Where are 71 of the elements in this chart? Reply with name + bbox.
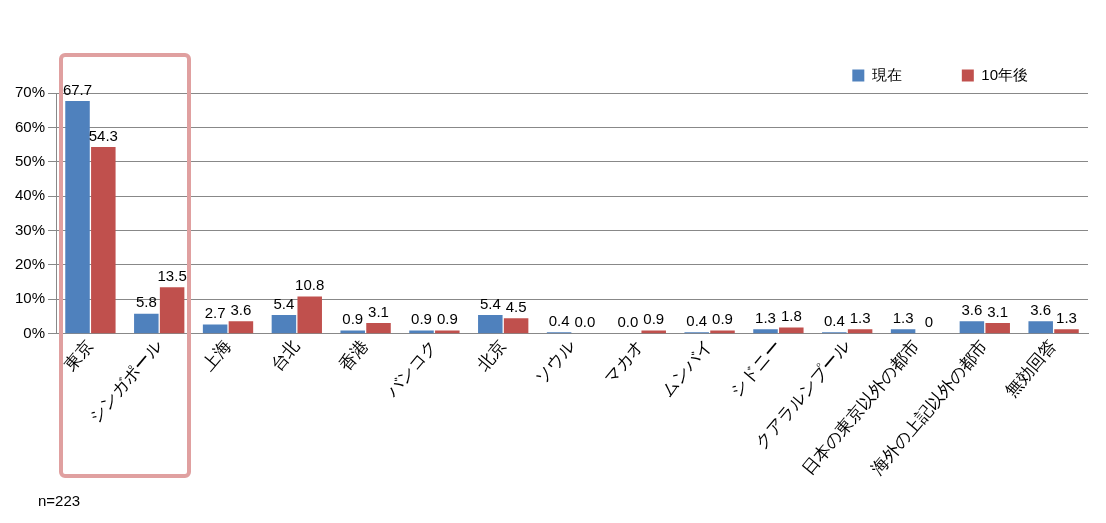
y-tick-label: 0% xyxy=(23,323,46,341)
legend-label: 現在 xyxy=(871,65,902,83)
data-label: 0.9 xyxy=(411,310,432,328)
data-label: 5.8 xyxy=(135,293,157,311)
text: n=223 xyxy=(38,491,81,509)
x-tick-label: 無効回答 xyxy=(1001,336,1061,401)
data-label: 3.1 xyxy=(987,302,1009,320)
y-tick-label: 70% xyxy=(14,83,46,101)
bar xyxy=(890,329,916,334)
data-label: 67.7 xyxy=(62,80,93,98)
x-tick-label: 香港 xyxy=(335,336,373,375)
data-label: 0.0 xyxy=(617,313,639,331)
bar xyxy=(366,323,391,334)
x-tick-label: 北京 xyxy=(473,336,510,375)
bar xyxy=(65,100,90,334)
bar xyxy=(847,329,873,334)
data-label: 0.9 xyxy=(712,310,733,328)
bar xyxy=(753,329,778,334)
bar xyxy=(1028,321,1053,334)
bar xyxy=(779,327,804,334)
y-tick-label: 10% xyxy=(14,289,46,307)
data-label: 3.6 xyxy=(230,300,252,318)
x-tick-label: 東京 xyxy=(60,336,98,375)
y-tick-label: 20% xyxy=(14,255,46,273)
x-tick-label: シドニー xyxy=(726,336,786,401)
bar xyxy=(202,324,228,334)
x-tick-label: ムンバイ xyxy=(658,336,717,401)
data-label: 3.1 xyxy=(368,302,389,320)
bar xyxy=(271,315,297,334)
data-label: 1.3 xyxy=(1056,308,1077,326)
data-label: 4.5 xyxy=(505,297,527,315)
bar xyxy=(159,287,185,334)
bar xyxy=(959,321,985,334)
data-label: 0.4 xyxy=(823,311,845,329)
bar xyxy=(91,146,116,334)
legend-label: 10年後 xyxy=(981,65,1028,83)
data-label: 0.9 xyxy=(643,310,665,328)
bar xyxy=(985,323,1010,334)
y-tick-label: 30% xyxy=(14,220,46,238)
data-label: 13.5 xyxy=(157,266,187,284)
x-tick-label: 台北 xyxy=(267,336,304,375)
data-label: 5.4 xyxy=(273,294,295,312)
data-label: 3.6 xyxy=(961,300,983,318)
data-label: 0.9 xyxy=(436,310,458,328)
bar xyxy=(228,321,254,334)
data-label: 0.4 xyxy=(686,311,708,329)
x-tick-label: マカオ xyxy=(600,336,648,388)
x-tick-label: ソウル xyxy=(531,336,579,388)
data-label: 1.3 xyxy=(892,308,914,326)
data-label: 54.3 xyxy=(88,126,118,144)
bar xyxy=(134,313,159,334)
x-tick-label: 上海 xyxy=(198,336,235,375)
bar xyxy=(1054,329,1079,334)
x-tick-label: バンコク xyxy=(382,336,442,402)
data-label: 0.0 xyxy=(574,313,596,331)
bar xyxy=(297,296,322,334)
data-label: 10.8 xyxy=(295,276,325,294)
data-label: 5.4 xyxy=(479,294,501,312)
y-tick-label: 40% xyxy=(14,186,46,204)
data-label: 0 xyxy=(924,313,934,331)
data-label: 1.8 xyxy=(780,307,802,325)
y-tick-label: 50% xyxy=(14,151,46,169)
y-tick-label: 60% xyxy=(14,117,46,135)
data-label: 3.6 xyxy=(1030,300,1052,318)
data-label: 1.3 xyxy=(755,308,776,326)
bar xyxy=(478,315,503,334)
data-label: 2.7 xyxy=(204,304,226,322)
data-label: 1.3 xyxy=(849,308,871,326)
bar xyxy=(503,318,529,334)
data-label: 0.9 xyxy=(342,310,364,328)
data-label: 0.4 xyxy=(548,311,570,329)
